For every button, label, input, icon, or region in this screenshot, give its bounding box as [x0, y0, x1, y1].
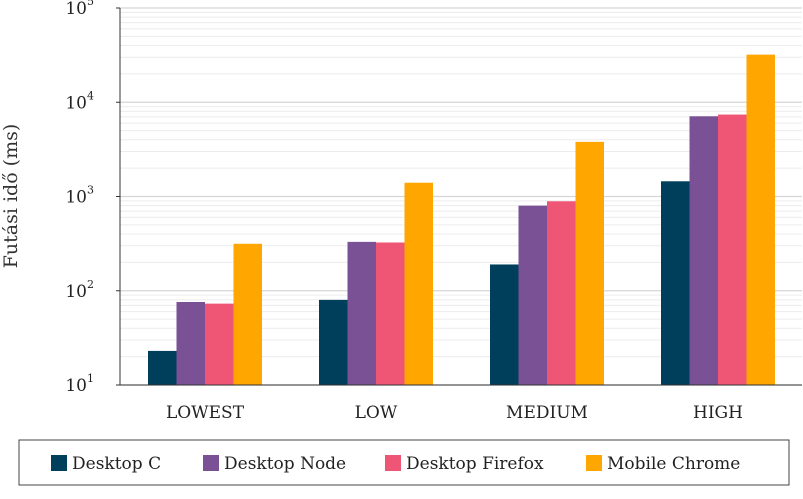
- legend-label: Mobile Chrome: [607, 454, 740, 474]
- legend-label: Desktop Node: [224, 454, 346, 474]
- bar-desktop-firefox-medium: [547, 201, 576, 385]
- legend-label: Desktop C: [72, 454, 161, 474]
- bar-desktop-node-high: [689, 116, 718, 386]
- bar-desktop-firefox-low: [376, 242, 405, 385]
- x-category-label: MEDIUM: [506, 403, 588, 423]
- bar-desktop-node-medium: [518, 205, 547, 385]
- y-axis-title: Futási idő (ms): [0, 124, 22, 269]
- y-tick-label: 103: [65, 184, 94, 208]
- bar-desktop-c-low: [319, 299, 348, 385]
- x-category-labels: LOWEST LOW MEDIUM HIGH: [166, 403, 743, 423]
- bar-desktop-c-medium: [490, 264, 519, 385]
- legend-label: Desktop Firefox: [406, 454, 544, 474]
- axes: [116, 7, 802, 386]
- x-category-label: LOW: [355, 403, 398, 423]
- bar-desktop-c-lowest: [148, 350, 177, 385]
- legend-swatch: [385, 455, 401, 471]
- x-category-label: LOWEST: [166, 403, 245, 423]
- x-category-label: HIGH: [693, 403, 743, 423]
- bar-desktop-c-high: [661, 181, 690, 385]
- bar-desktop-node-lowest: [176, 301, 205, 385]
- legend-swatch: [51, 455, 67, 471]
- bar-mobile-chrome-high: [746, 54, 775, 385]
- bar-desktop-firefox-lowest: [205, 303, 234, 385]
- bars: [148, 54, 775, 386]
- bar-desktop-node-low: [347, 241, 376, 385]
- legend-box: [18, 439, 790, 486]
- y-tick-label: 101: [65, 372, 94, 396]
- legend-swatch: [586, 455, 602, 471]
- y-tick-label: 104: [65, 89, 94, 113]
- y-tick-label: 105: [65, 0, 94, 19]
- bar-mobile-chrome-medium: [575, 141, 604, 385]
- bar-desktop-firefox-high: [718, 114, 747, 385]
- bar-mobile-chrome-low: [404, 182, 433, 385]
- bar-mobile-chrome-lowest: [233, 243, 262, 385]
- legend: Desktop C Desktop Node Desktop Firefox Mobi…: [18, 439, 790, 486]
- legend-swatch: [203, 455, 219, 471]
- y-tick-label: 102: [65, 278, 94, 302]
- y-tick-labels: 101 102 103 104 105: [65, 0, 94, 396]
